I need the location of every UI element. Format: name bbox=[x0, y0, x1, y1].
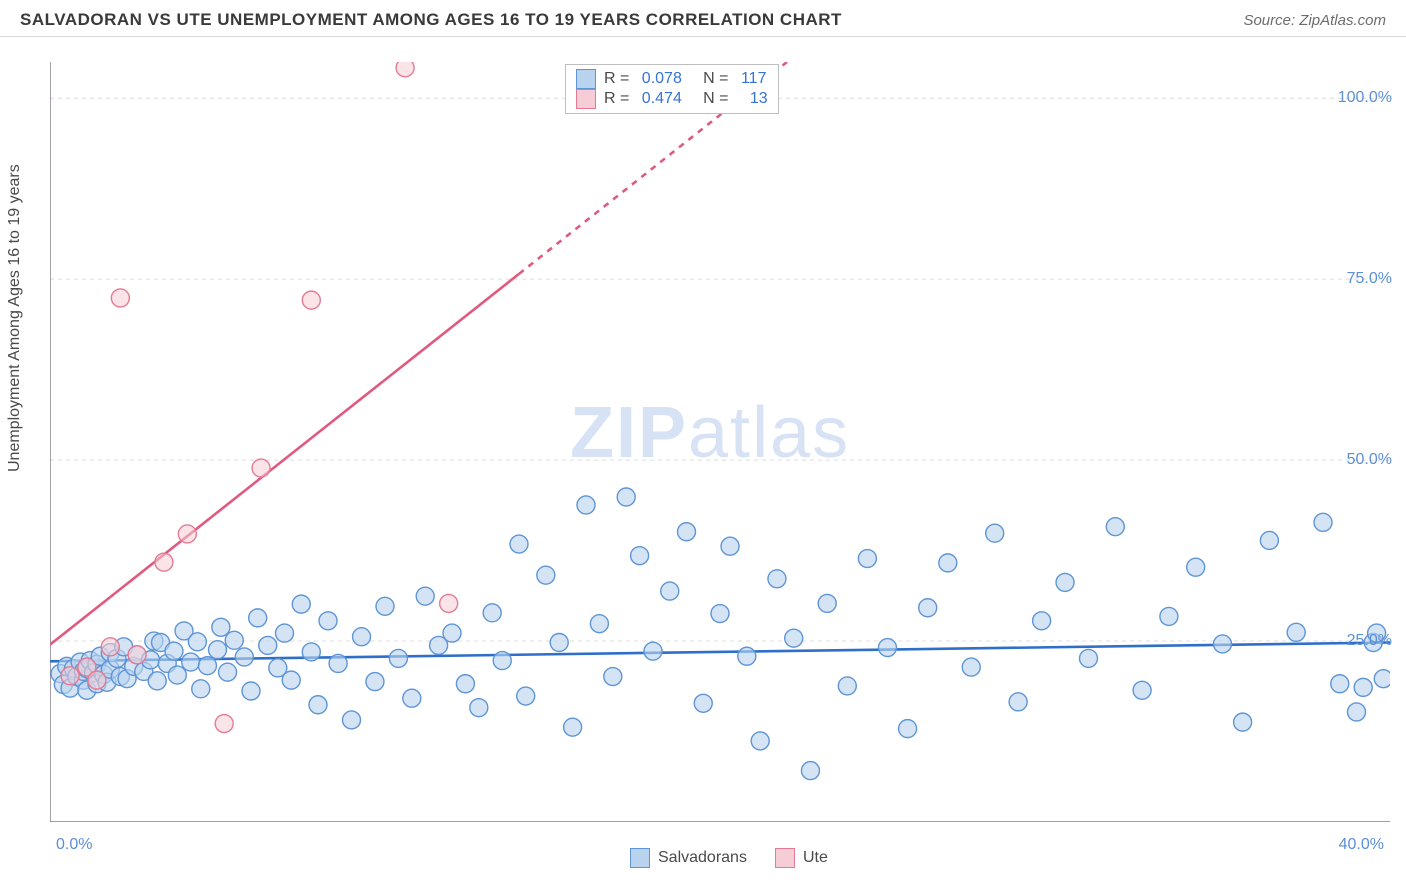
legend-label-ute: Ute bbox=[803, 849, 828, 867]
stat-n-ute: 13 bbox=[750, 90, 768, 108]
legend-item-ute: Ute bbox=[775, 848, 828, 868]
stat-r-ute: 0.474 bbox=[642, 90, 682, 108]
scatter-plot: ZIPatlas R = 0.078 N = 117 R = 0.474 N =… bbox=[50, 62, 1390, 822]
correlation-stats-box: R = 0.078 N = 117 R = 0.474 N = 13 bbox=[565, 64, 779, 114]
swatch-ute bbox=[576, 89, 596, 109]
x-max-label: 40.0% bbox=[1339, 836, 1384, 854]
stat-r-salv: 0.078 bbox=[642, 70, 682, 88]
legend-label-salvadorans: Salvadorans bbox=[658, 849, 747, 867]
chart-source: Source: ZipAtlas.com bbox=[1243, 12, 1386, 29]
y-tick-label: 75.0% bbox=[1322, 270, 1392, 288]
x-min-label: 0.0% bbox=[56, 836, 92, 854]
stat-r-label: R = bbox=[604, 70, 634, 88]
chart-area: Unemployment Among Ages 16 to 19 years Z… bbox=[0, 42, 1406, 892]
chart-title: SALVADORAN VS UTE UNEMPLOYMENT AMONG AGE… bbox=[20, 10, 842, 30]
legend: Salvadorans Ute bbox=[630, 848, 828, 868]
y-tick-label: 100.0% bbox=[1322, 89, 1392, 107]
y-tick-label: 25.0% bbox=[1322, 632, 1392, 650]
stat-n-label: N = bbox=[690, 70, 733, 88]
stat-n-salv: 117 bbox=[741, 70, 767, 88]
plot-svg bbox=[50, 62, 1390, 822]
stats-row-salvadorans: R = 0.078 N = 117 bbox=[576, 69, 768, 89]
stats-row-ute: R = 0.474 N = 13 bbox=[576, 89, 768, 109]
swatch-salvadorans bbox=[576, 69, 596, 89]
stat-n-label: N = bbox=[690, 90, 742, 108]
stat-r-label: R = bbox=[604, 90, 634, 108]
y-tick-label: 50.0% bbox=[1322, 451, 1392, 469]
chart-header: SALVADORAN VS UTE UNEMPLOYMENT AMONG AGE… bbox=[0, 0, 1406, 37]
swatch-ute bbox=[775, 848, 795, 868]
legend-item-salvadorans: Salvadorans bbox=[630, 848, 747, 868]
y-axis-label: Unemployment Among Ages 16 to 19 years bbox=[6, 164, 24, 472]
swatch-salvadorans bbox=[630, 848, 650, 868]
